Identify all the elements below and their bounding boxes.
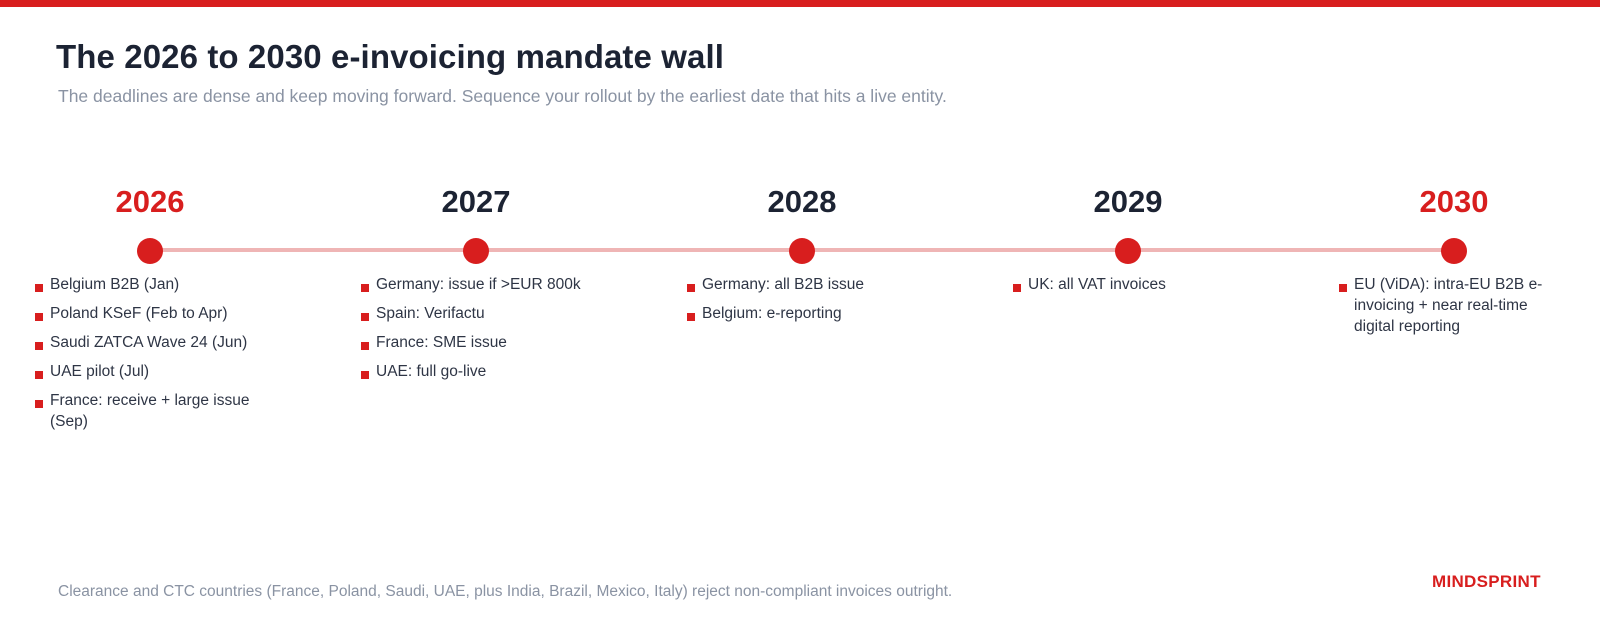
bullet-square-icon — [35, 284, 43, 292]
milestone-text: EU (ViDA): intra-EU B2B e-invoicing + ne… — [1354, 276, 1543, 335]
milestone-text: UAE pilot (Jul) — [50, 363, 150, 380]
bullet-square-icon — [361, 342, 369, 350]
milestone-item: France: receive + large issue (Sep) — [35, 390, 267, 432]
milestone-item: UAE: full go-live — [361, 361, 593, 382]
milestone-text: Saudi ZATCA Wave 24 (Jun) — [50, 334, 248, 351]
milestone-text: Belgium: e-reporting — [702, 305, 842, 322]
milestone-item: UK: all VAT invoices — [1013, 274, 1245, 295]
milestone-text: Germany: issue if >EUR 800k — [376, 276, 581, 293]
milestone-item: Belgium B2B (Jan) — [35, 274, 267, 295]
timeline-dot-2029 — [1115, 238, 1141, 264]
milestone-text: Poland KSeF (Feb to Apr) — [50, 305, 228, 322]
milestone-list-2030: EU (ViDA): intra-EU B2B e-invoicing + ne… — [1339, 274, 1571, 345]
bullet-square-icon — [361, 371, 369, 379]
milestone-text: Belgium B2B (Jan) — [50, 276, 180, 293]
milestone-item: EU (ViDA): intra-EU B2B e-invoicing + ne… — [1339, 274, 1571, 337]
year-label-2026: 2026 — [115, 184, 185, 219]
year-label-2028: 2028 — [767, 184, 837, 219]
milestone-text: Spain: Verifactu — [376, 305, 485, 322]
milestone-text: UK: all VAT invoices — [1028, 276, 1166, 293]
milestone-item: Germany: issue if >EUR 800k — [361, 274, 593, 295]
milestone-item: France: SME issue — [361, 332, 593, 353]
bullet-square-icon — [35, 400, 43, 408]
page-title: The 2026 to 2030 e-invoicing mandate wal… — [56, 38, 724, 75]
milestone-item: Saudi ZATCA Wave 24 (Jun) — [35, 332, 267, 353]
milestone-item: Germany: all B2B issue — [687, 274, 919, 295]
timeline-dot-2026 — [137, 238, 163, 264]
milestone-list-2027: Germany: issue if >EUR 800k Spain: Verifa… — [361, 274, 593, 390]
milestone-item: Spain: Verifactu — [361, 303, 593, 324]
milestone-list-2029: UK: all VAT invoices — [1013, 274, 1245, 303]
top-accent-bar — [0, 0, 1600, 7]
timeline-dot-2030 — [1441, 238, 1467, 264]
milestone-text: France: SME issue — [376, 334, 507, 351]
bullet-square-icon — [687, 284, 695, 292]
timeline-dot-2028 — [789, 238, 815, 264]
timeline-dot-2027 — [463, 238, 489, 264]
milestone-text: UAE: full go-live — [376, 363, 487, 380]
milestone-list-2028: Germany: all B2B issue Belgium: e-reporti… — [687, 274, 919, 332]
milestone-text: Germany: all B2B issue — [702, 276, 864, 293]
milestone-list-2026: Belgium B2B (Jan) Poland KSeF (Feb to Apr… — [35, 274, 267, 440]
milestone-item: UAE pilot (Jul) — [35, 361, 267, 382]
milestone-item: Belgium: e-reporting — [687, 303, 919, 324]
year-label-2030: 2030 — [1419, 184, 1489, 219]
year-label-2027: 2027 — [441, 184, 511, 219]
bullet-square-icon — [1339, 284, 1347, 292]
bullet-square-icon — [1013, 284, 1021, 292]
bullet-square-icon — [361, 284, 369, 292]
year-label-2029: 2029 — [1093, 184, 1163, 219]
footnote: Clearance and CTC countries (France, Pol… — [58, 583, 953, 600]
milestone-item: Poland KSeF (Feb to Apr) — [35, 303, 267, 324]
bullet-square-icon — [35, 371, 43, 379]
page-subtitle: The deadlines are dense and keep moving … — [58, 86, 947, 106]
bullet-square-icon — [361, 313, 369, 321]
bullet-square-icon — [35, 313, 43, 321]
brand-logo: MINDSPRINT — [1432, 572, 1541, 591]
milestone-text: France: receive + large issue (Sep) — [50, 392, 250, 430]
bullet-square-icon — [35, 342, 43, 350]
bullet-square-icon — [687, 313, 695, 321]
